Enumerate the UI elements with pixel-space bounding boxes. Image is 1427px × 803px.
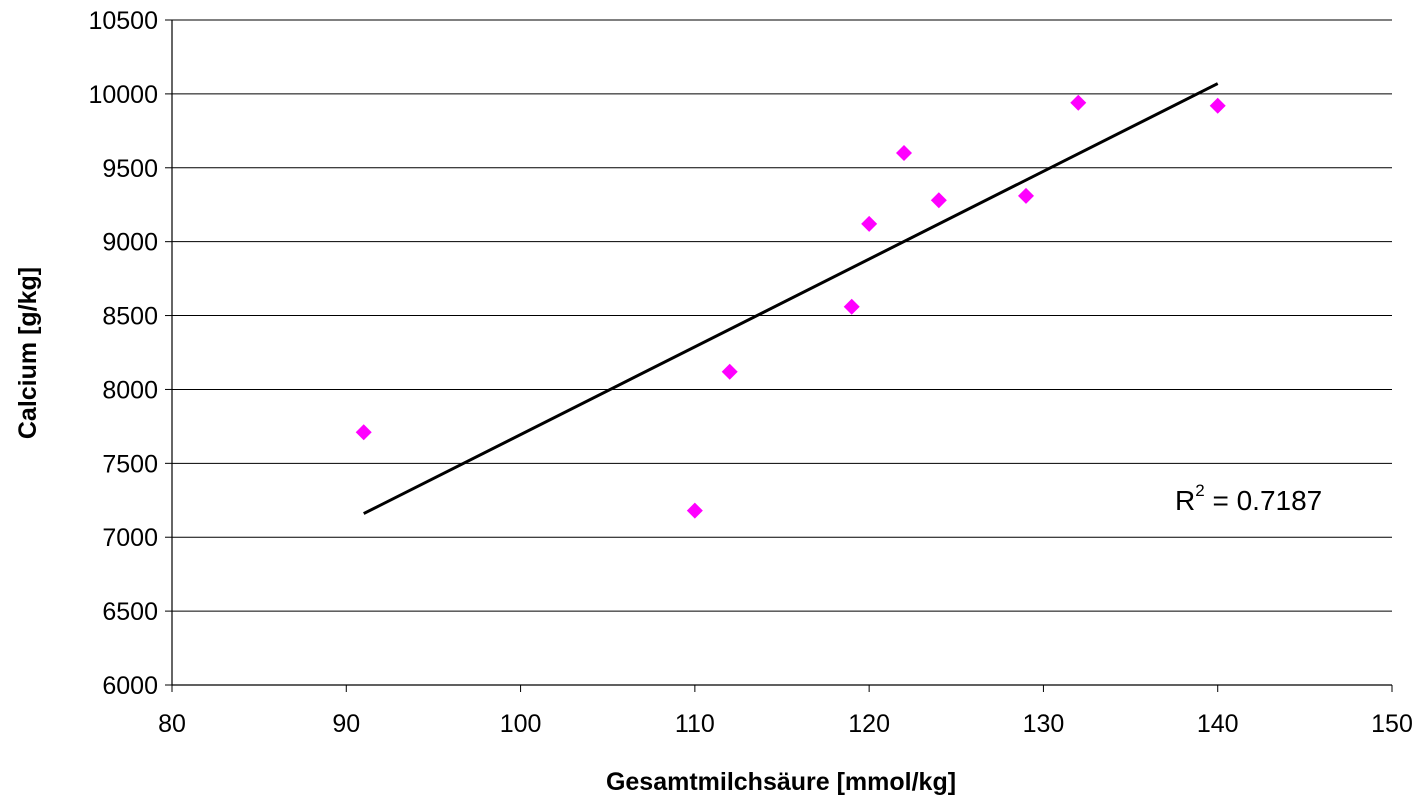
x-tick-label: 120: [848, 710, 890, 738]
trendline-group: [363, 82, 1219, 515]
data-point: [896, 145, 912, 161]
r2-label: R: [1175, 485, 1195, 516]
y-tick-label: 10000: [88, 81, 158, 109]
data-point: [861, 215, 878, 232]
data-point: [686, 502, 703, 519]
data-point: [1070, 94, 1087, 111]
y-tick-label: 9500: [102, 155, 158, 183]
x-tick-label: 90: [332, 710, 360, 738]
r-squared-annotation: R2 = 0.7187: [1175, 481, 1322, 516]
y-tick-label: 10500: [88, 7, 158, 35]
x-tick-label: 100: [500, 710, 542, 738]
data-point: [1018, 187, 1034, 204]
x-tick-label: 80: [158, 710, 186, 738]
data-point: [930, 192, 947, 209]
r2-value: = 0.7187: [1205, 485, 1323, 516]
r2-superscript: 2: [1195, 481, 1204, 500]
y-tick-label: 9000: [102, 229, 158, 257]
data-points: [355, 94, 1226, 519]
x-tick-label: 110: [675, 710, 715, 738]
y-axis-title: Calcium [g/kg]: [14, 267, 42, 439]
y-tick-label: 7500: [102, 450, 158, 478]
trendline: [363, 82, 1219, 515]
y-tick-labels: 6000 6500 7000 7500 8000 8500 9000 9500 10000 105…: [88, 7, 158, 700]
x-tick-label: 150: [1371, 710, 1413, 738]
x-tick-label: 140: [1197, 710, 1239, 738]
data-point: [721, 363, 738, 380]
x-tick-label: 130: [1023, 710, 1065, 738]
gridlines: [172, 19, 1392, 686]
data-point: [843, 298, 860, 315]
axes: [165, 19, 1393, 692]
y-tick-label: 8500: [102, 303, 158, 331]
data-point: [355, 424, 372, 441]
y-tick-label: 7000: [102, 524, 158, 552]
x-tick-labels: 80 90 100 110 120 130 140 150: [158, 710, 1413, 738]
x-axis-title: Gesamtmilchsäure [mmol/kg]: [606, 768, 956, 796]
y-tick-label: 8000: [102, 376, 158, 404]
data-point: [1209, 97, 1226, 114]
y-tick-label: 6500: [102, 598, 158, 626]
y-tick-label: 6000: [102, 672, 158, 700]
